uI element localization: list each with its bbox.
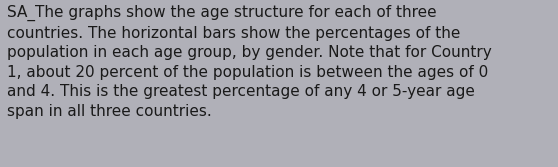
Text: SA_The graphs show the age structure for each of three
countries. The horizontal: SA_The graphs show the age structure for… — [7, 5, 492, 119]
